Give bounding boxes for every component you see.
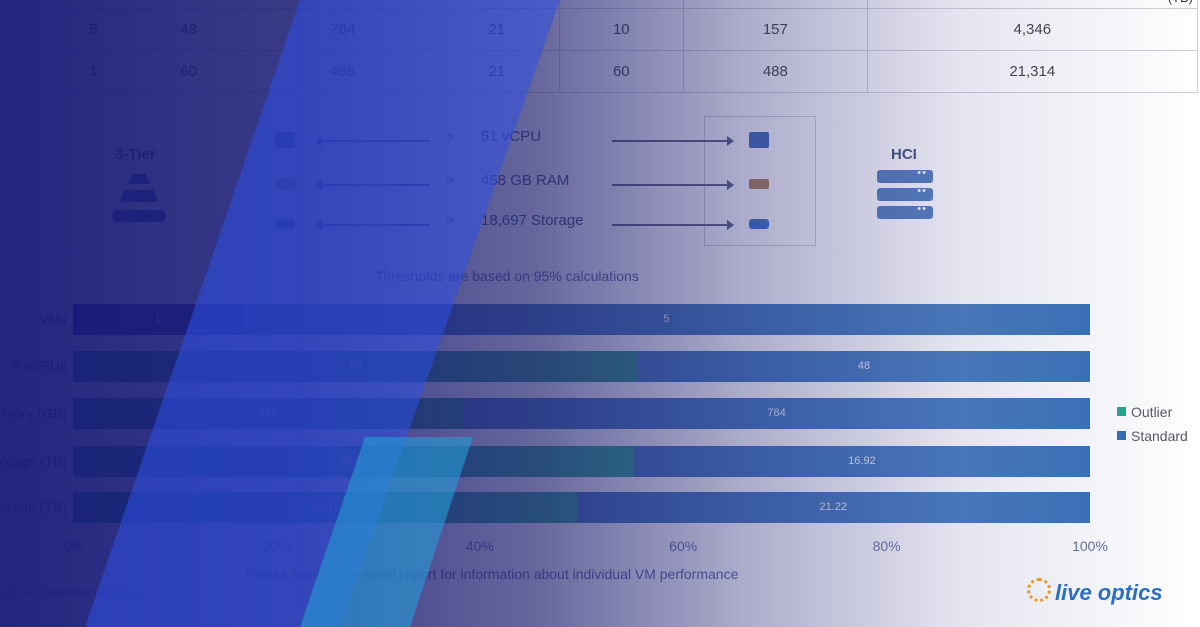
x-tick-label: 0% (62, 538, 84, 554)
arrow-glyph: > (446, 128, 455, 144)
table-cell: 21 (433, 50, 560, 93)
logo-text: live optics (1055, 580, 1163, 605)
table-row: (TB) (60, 0, 1199, 9)
resource-label: 18,697 Storage (481, 212, 584, 229)
category-label: VMs (39, 311, 67, 327)
arrow-line (612, 184, 727, 186)
threshold-note: Thresholds are based on 95% calculations (375, 268, 639, 284)
category-label: mory (GB) (2, 405, 67, 421)
bar-standard-label: 16.92 (848, 455, 876, 467)
server-icon (877, 185, 933, 201)
ram-module-icon (749, 179, 769, 189)
arrow-right-head (727, 220, 734, 230)
table-cell (250, 0, 435, 9)
arrow-line (322, 184, 430, 186)
arrow-line (612, 140, 727, 142)
bar-standard-label: 48 (857, 360, 871, 372)
server-icon (877, 203, 933, 219)
table-cell: 1 (60, 50, 127, 93)
table-cell: 21,314 (866, 50, 1199, 93)
category-label: orage (TB) (0, 499, 67, 515)
arrow-glyph: > (446, 212, 455, 228)
resource-label: 51 vCPU (481, 128, 542, 145)
table-cell: 10 (558, 8, 685, 51)
category-label: # vCPUs (11, 358, 67, 374)
bar-outlier-label: 20.81 (339, 455, 368, 467)
ram-module-icon (275, 179, 295, 189)
table-cell (683, 0, 868, 9)
table-cell: 60 (125, 50, 252, 93)
table-cell: 5 (60, 8, 127, 51)
arrow-left-head (315, 180, 322, 190)
bar-standard-label: 5 (663, 313, 670, 325)
resource-label: 458 GB RAM (481, 172, 570, 189)
table-row: 1 60 488 21 60 488 21,314 (60, 50, 1199, 93)
x-tick-label: 80% (872, 538, 901, 554)
legend-standard-label: Standard (1131, 428, 1188, 444)
pyramid-icon (112, 174, 166, 222)
storage-disk-icon (275, 219, 295, 229)
table-cell: 48 (125, 8, 252, 51)
category-label: orage (TB) (0, 453, 67, 469)
bar-standard-label: 784 (767, 407, 786, 419)
bar-standard-label: 21.22 (819, 501, 848, 513)
table-cell: 157 (683, 8, 868, 51)
arrow-right-head (727, 136, 734, 146)
bar-outlier-label: 1 (154, 313, 161, 325)
table-cell: 784 (250, 8, 435, 51)
table-cell: 4,346 (866, 8, 1199, 51)
arrow-right-head (727, 180, 734, 190)
legend-standard-swatch (1117, 431, 1126, 440)
legend-outlier-swatch (1117, 407, 1126, 416)
live-optics-logo: live optics (1027, 578, 1163, 606)
arrow-line (612, 224, 727, 226)
arrow-line (322, 140, 430, 142)
x-tick-label: 100% (1072, 538, 1108, 554)
cpu-chip-icon (275, 132, 295, 148)
arrow-line (322, 224, 430, 226)
x-tick-label: 60% (669, 538, 698, 554)
table-cell: 60 (558, 50, 685, 93)
footnote: Please refer to the excel report for inf… (245, 566, 739, 582)
logo-mark-icon (1027, 578, 1051, 602)
table-cell: 488 (250, 50, 435, 93)
bar-outlier-label: 488 (258, 407, 278, 419)
hci-title: HCI (891, 146, 917, 163)
confidential-notice: 02 Dell Confidential Information (4, 588, 144, 599)
server-icon (877, 167, 933, 183)
table-cell (558, 0, 685, 9)
arrow-glyph: > (446, 172, 455, 188)
bar-outlier-label: 20.81 (311, 501, 339, 513)
legend-outlier: Outlier (1117, 404, 1172, 420)
table-row: 5 48 784 21 10 157 4,346 (60, 8, 1199, 51)
legend-standard: Standard (1117, 428, 1188, 444)
x-tick-label: 40% (465, 538, 494, 554)
table-cell (60, 0, 127, 9)
bar-outlier-label: 60 (349, 360, 362, 372)
table-cell (433, 0, 560, 9)
legend-outlier-label: Outlier (1131, 404, 1173, 420)
table-cell: (TB) (866, 0, 1199, 9)
sizing-table: (TB)54878421101574,346160488216048821,31… (60, 0, 1199, 93)
cpu-chip-icon (749, 132, 769, 148)
table-cell (125, 0, 252, 9)
table-cell: 21 (433, 8, 560, 51)
table-cell: 488 (683, 50, 868, 93)
storage-disk-icon (749, 219, 769, 229)
x-tick-label: 20% (262, 538, 291, 554)
arrow-left-head (315, 220, 322, 230)
three-tier-title: 3-Tier (115, 146, 156, 163)
arrow-left-head (315, 136, 322, 146)
